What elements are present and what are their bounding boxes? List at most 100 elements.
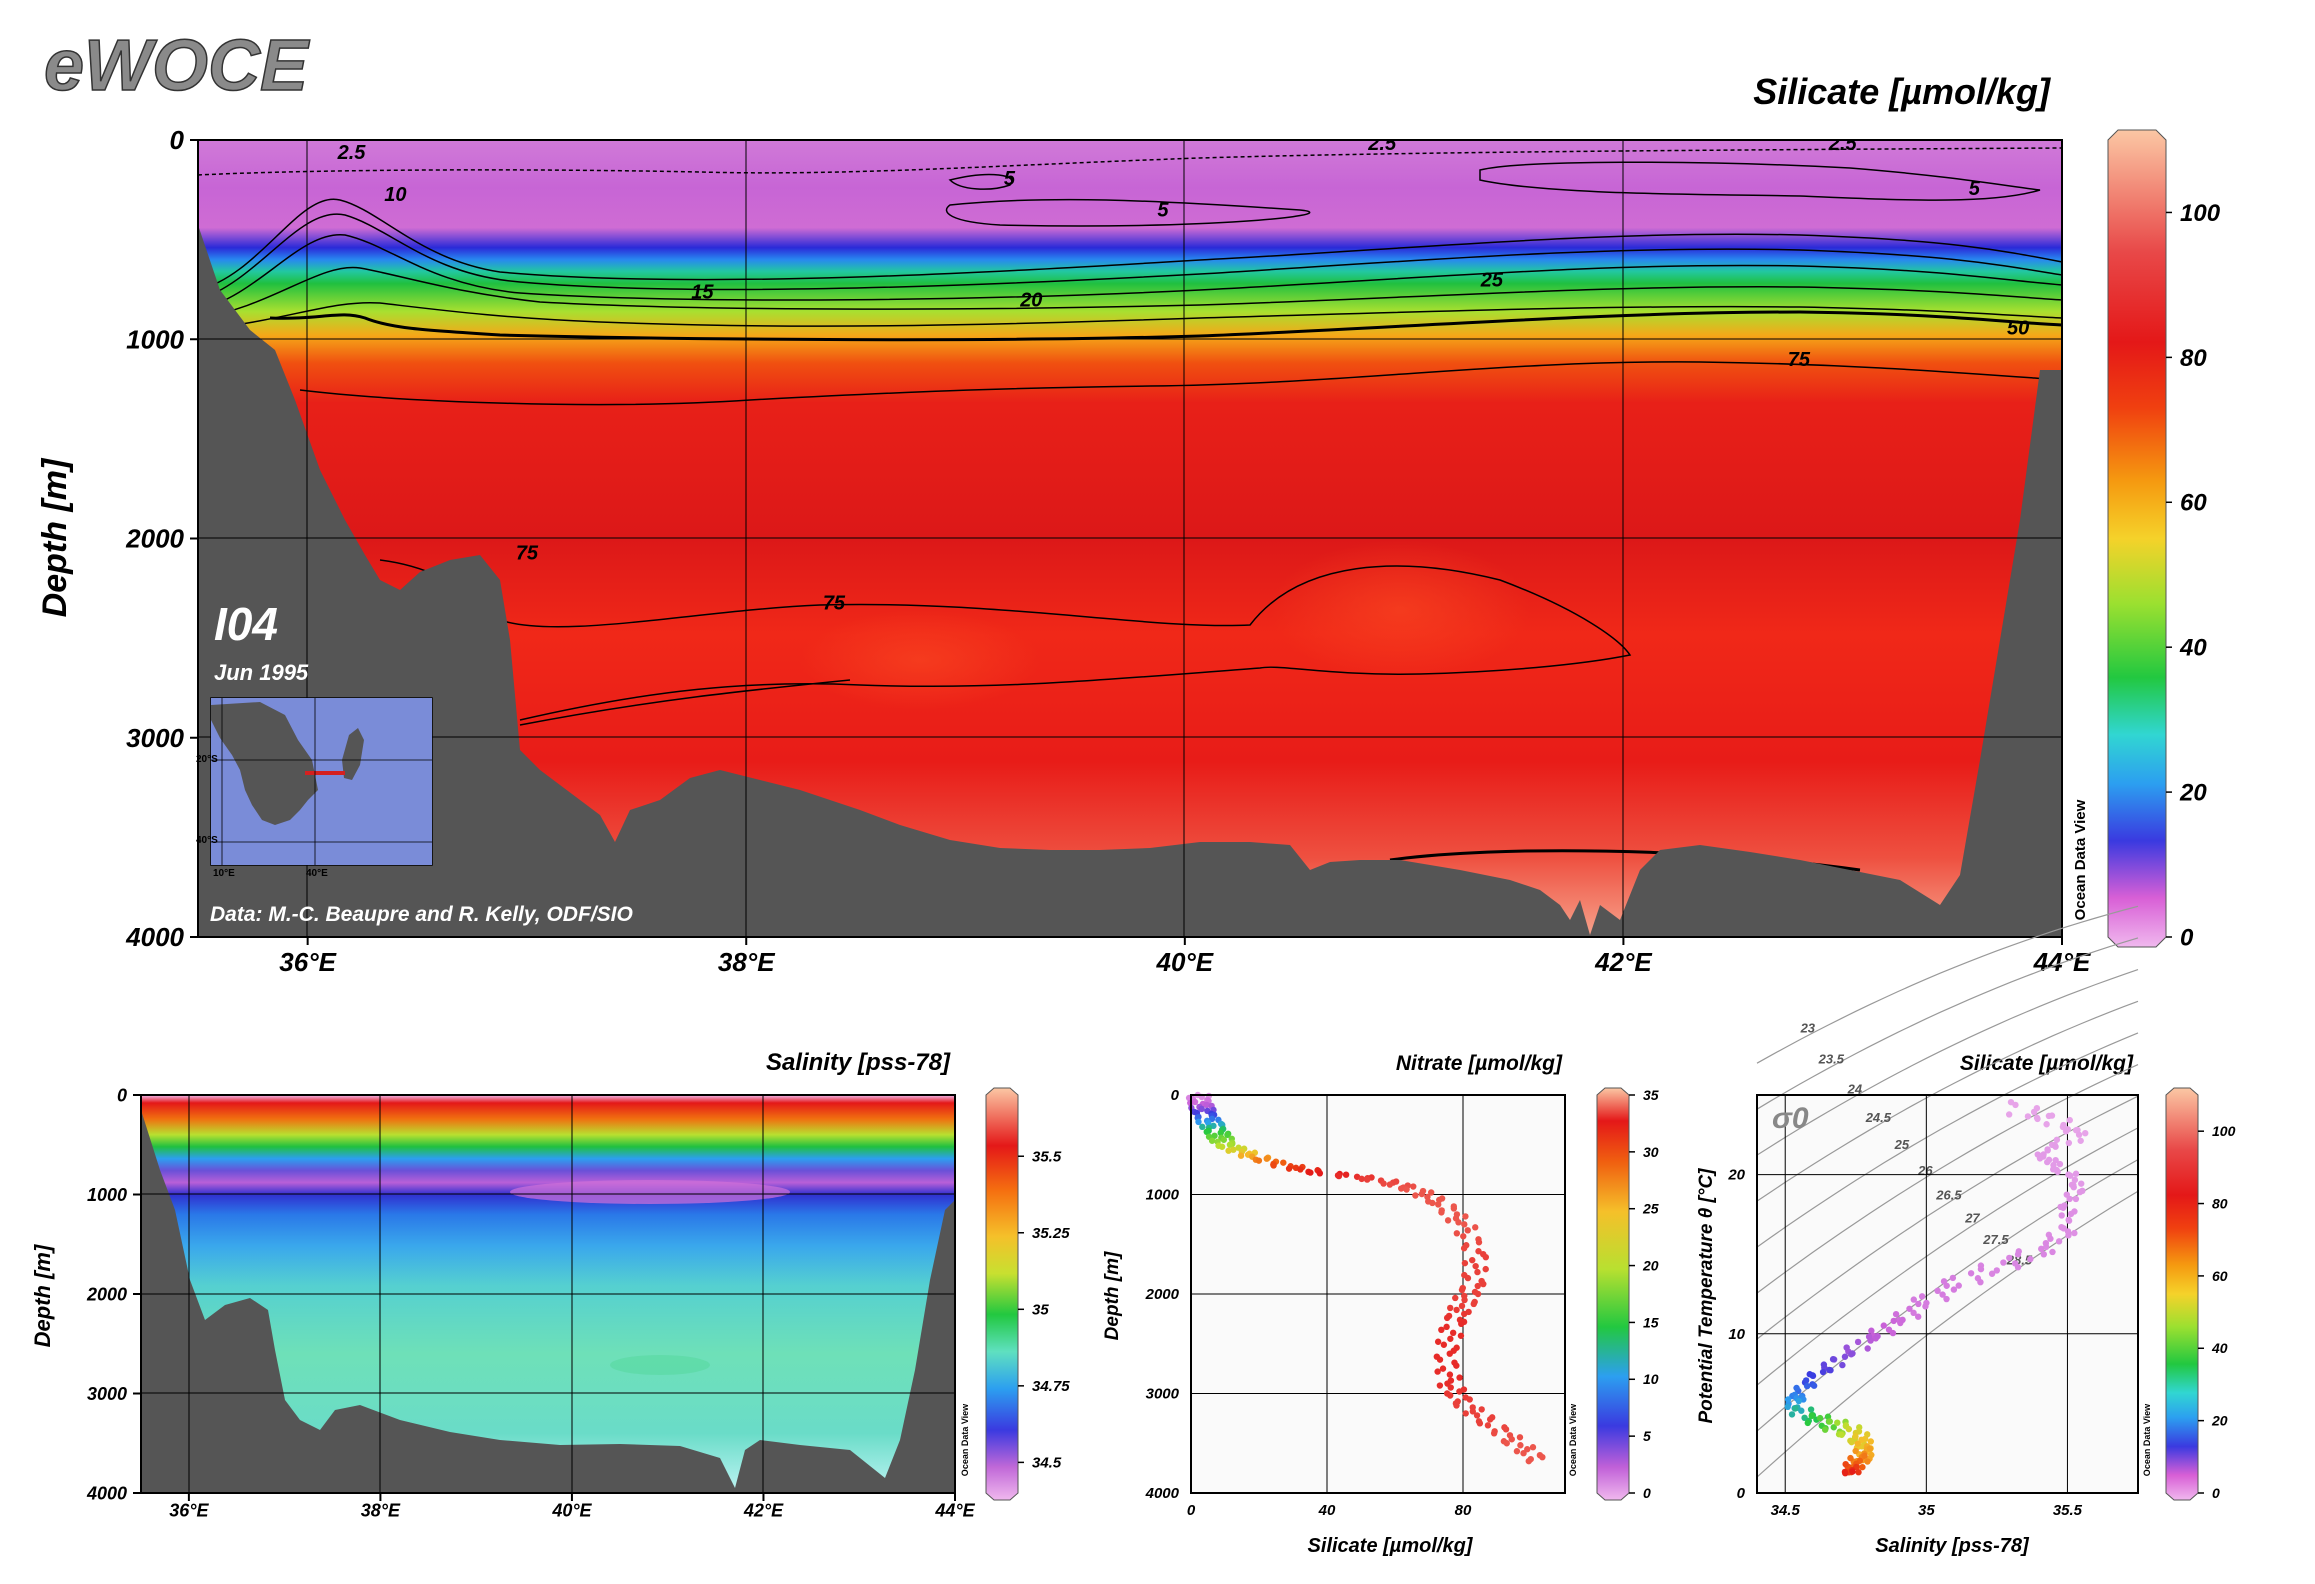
data-point (1993, 1267, 2000, 1274)
data-point (2044, 1158, 2051, 1166)
data-point (1447, 1384, 1454, 1391)
x-tick-label: 36°E (279, 947, 336, 977)
colorbar-tick-label: 40 (2211, 1340, 2228, 1356)
isopycnal-line (1756, 937, 2139, 1110)
main-bathymetry (198, 225, 2062, 937)
data-point (2036, 1155, 2044, 1162)
colorbar-tick-label: 35 (1032, 1302, 1049, 1319)
x-tick-label: 42°E (743, 1500, 784, 1520)
data-point (1508, 1436, 1515, 1443)
data-point (1297, 1166, 1304, 1173)
data-point (2071, 1176, 2079, 1184)
contour-line (198, 234, 2062, 311)
data-point (1457, 1332, 1465, 1339)
y-tick-label: 0 (1171, 1087, 1180, 1104)
x-tick-label: 40 (1318, 1502, 1336, 1519)
data-point (2000, 1259, 2007, 1266)
data-point (1874, 1333, 1881, 1340)
contour-label: 2.5 (1828, 133, 1858, 155)
data-point (1480, 1280, 1487, 1288)
data-point (1899, 1316, 1906, 1324)
data-point (1270, 1162, 1277, 1169)
data-point (1922, 1303, 1929, 1310)
colorbar-tick-label: 30 (1643, 1144, 1659, 1160)
salinity-section: Salinity [pss-78] Depth [m] 36°E 38°E 40°E… (30, 1049, 1070, 1520)
data-point (1205, 1119, 1212, 1127)
data-point (2053, 1136, 2061, 1143)
data-point (1461, 1310, 1468, 1318)
odv-label: Ocean Data View (2142, 1403, 2152, 1476)
y-tick-label: 3000 (126, 723, 184, 753)
contour-label: 25 (1480, 269, 1504, 291)
data-point (1198, 1105, 1205, 1113)
main-y-axis-label: Depth [m] (36, 457, 74, 617)
colorbar-tick-label: 20 (2179, 779, 2207, 806)
contour-line (1479, 161, 2041, 201)
colorbar-tick-label: 100 (2212, 1123, 2236, 1139)
y-tick-label: 0 (170, 125, 185, 155)
contour-line (198, 213, 2062, 301)
data-point (1455, 1219, 1462, 1226)
data-point (2071, 1208, 2078, 1215)
data-point (1386, 1181, 1394, 1188)
inset-lon-label: 10°E (213, 868, 235, 879)
data-point (1307, 1169, 1314, 1176)
isopycnal-label: 23 (1800, 1021, 1816, 1036)
data-point (1943, 1282, 1950, 1289)
ts-x-axis-label: Salinity [pss-78] (1875, 1535, 2030, 1557)
data-point (1934, 1287, 1941, 1295)
data-point (1816, 1414, 1824, 1422)
data-point (1918, 1293, 1926, 1300)
contour-label: 2.5 (337, 142, 367, 164)
main-gridlines (198, 140, 2062, 937)
contour-label: 2.5 (1367, 133, 1397, 155)
x-tick-label: 42°E (1594, 947, 1652, 977)
data-point (1453, 1230, 1461, 1237)
data-point (1211, 1132, 1218, 1139)
colorbar-tick-label: 60 (2212, 1268, 2228, 1284)
colorbar-tick-label: 25 (1642, 1201, 1659, 1217)
data-point (1443, 1314, 1451, 1322)
profile-axis-ticks: 0 40 80 0 1000 2000 3000 4000 (1145, 1087, 1472, 1519)
contour-line (948, 173, 1013, 190)
x-tick-label: 34.5 (1771, 1502, 1801, 1519)
contour-label: 10 (384, 184, 406, 206)
y-tick-label: 4000 (86, 1483, 127, 1503)
data-point (1855, 1469, 1862, 1476)
main-colorbar-ticks: 0 20 40 60 80 100 (2166, 200, 2221, 951)
data-point (1418, 1190, 1426, 1198)
data-point (1868, 1327, 1875, 1334)
x-tick-label: 40°E (551, 1500, 592, 1520)
data-point (2014, 1251, 2022, 1258)
data-point (1456, 1388, 1463, 1395)
data-point (2052, 1156, 2059, 1164)
x-tick-label: 38°E (718, 947, 775, 977)
data-point (1461, 1259, 1469, 1267)
main-silicate-section: Silicate [µmol/kg] Depth [m] (36, 71, 2221, 977)
contour-label: 20 (1019, 289, 1042, 311)
data-point (2077, 1137, 2084, 1144)
isopycnal-label: 24.5 (1865, 1110, 1892, 1125)
data-point (1830, 1424, 1837, 1431)
data-point (1316, 1170, 1324, 1177)
data-point (1890, 1317, 1897, 1325)
data-point (2066, 1195, 2073, 1203)
data-point (1218, 1143, 1226, 1150)
data-point (2079, 1187, 2086, 1195)
data-point (1910, 1296, 1917, 1303)
data-point (2082, 1129, 2089, 1137)
data-point (1380, 1180, 1387, 1187)
y-tick-label: 4000 (1145, 1485, 1180, 1502)
isopycnal-label: 26 (1917, 1163, 1933, 1178)
y-tick-label: 2000 (125, 524, 184, 554)
profile-chart-title: Nitrate [µmol/kg] (1396, 1052, 1563, 1075)
data-point (1203, 1128, 1210, 1136)
isopycnal-label: 26.5 (1935, 1187, 1962, 1202)
data-point (1843, 1344, 1850, 1351)
data-point (1363, 1176, 1371, 1183)
y-tick-label: 20 (1727, 1167, 1745, 1184)
data-point (1838, 1431, 1845, 1438)
data-point (1452, 1294, 1459, 1302)
data-point (2005, 1111, 2013, 1118)
inset-lat-label: 20°S (196, 754, 218, 765)
